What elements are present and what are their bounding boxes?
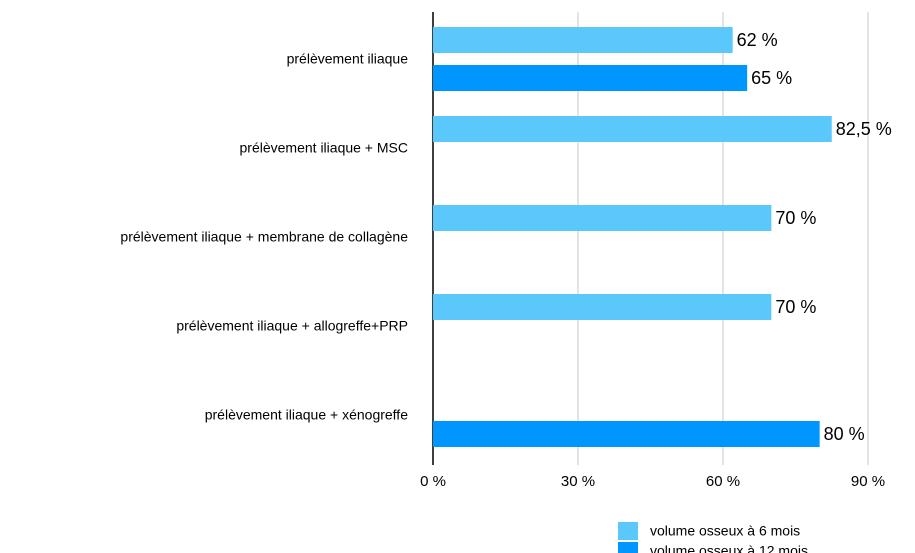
y-tick-label: prélèvement iliaque + xénogreffe: [205, 407, 408, 423]
y-tick-label: prélèvement iliaque + MSC: [240, 140, 408, 156]
value-label: 82,5 %: [836, 119, 892, 139]
x-tick-label: 0 %: [420, 473, 446, 490]
y-tick-label: prélèvement iliaque + allogreffe+PRP: [176, 318, 408, 334]
value-label: 70 %: [775, 297, 816, 317]
y-tick-label: prélèvement iliaque + membrane de collag…: [120, 229, 408, 245]
legend-swatch: [618, 542, 638, 553]
x-tick-label: 90 %: [851, 473, 885, 490]
legend-swatch: [618, 522, 638, 540]
value-label: 70 %: [775, 208, 816, 228]
bar: [433, 294, 772, 320]
bar: [433, 27, 733, 53]
x-tick-label: 30 %: [561, 473, 595, 490]
bar: [433, 116, 832, 142]
bar: [433, 205, 772, 231]
legend-label: volume osseux à 12 mois: [650, 543, 808, 553]
legend-label: volume osseux à 6 mois: [650, 523, 800, 539]
x-tick-label: 60 %: [706, 473, 740, 490]
y-tick-label: prélèvement iliaque: [287, 51, 409, 67]
value-label: 62 %: [737, 30, 778, 50]
value-label: 65 %: [751, 68, 792, 88]
value-label: 80 %: [824, 424, 865, 444]
bar: [433, 65, 748, 91]
bar: [433, 421, 820, 447]
